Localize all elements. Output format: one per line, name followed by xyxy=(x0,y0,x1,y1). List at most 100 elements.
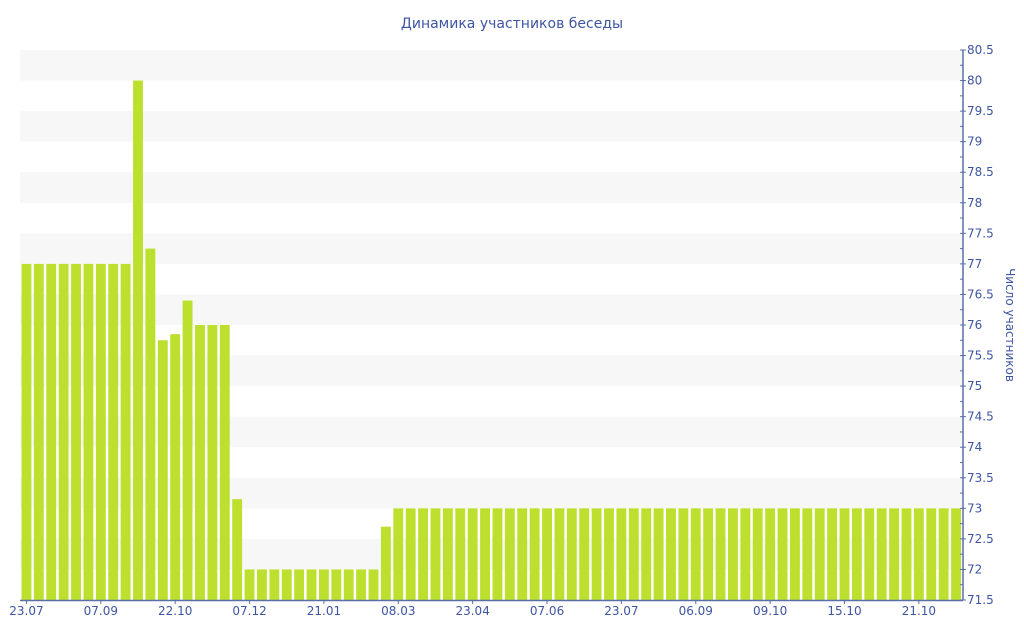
bar xyxy=(752,508,763,600)
y-tick-label: 73.5 xyxy=(967,471,994,485)
bar xyxy=(678,508,689,600)
y-tick-label: 77 xyxy=(967,257,982,271)
bar xyxy=(157,340,168,600)
bar xyxy=(666,508,676,600)
bar xyxy=(380,526,391,600)
x-tick-label: 23.07 xyxy=(604,604,638,618)
bar xyxy=(901,508,912,600)
bar xyxy=(46,263,57,600)
bars xyxy=(21,80,961,601)
bar xyxy=(393,508,404,600)
y-tick-label: 78.5 xyxy=(967,165,994,179)
bar xyxy=(777,508,788,600)
bar xyxy=(331,569,342,600)
bar xyxy=(467,508,478,600)
bar xyxy=(480,508,490,600)
bar xyxy=(133,80,143,601)
y-tick-label: 72.5 xyxy=(967,532,994,546)
bar xyxy=(306,569,317,600)
x-tick-label: 07.12 xyxy=(232,604,266,618)
bar xyxy=(529,508,540,600)
bar xyxy=(219,325,230,600)
y-tick-label: 72 xyxy=(967,562,982,576)
grid-band xyxy=(20,172,962,203)
bar xyxy=(33,263,44,600)
x-tick-label: 07.09 xyxy=(84,604,118,618)
bar xyxy=(21,263,32,600)
x-tick-label: 21.10 xyxy=(902,604,936,618)
x-tick-label: 08.03 xyxy=(381,604,415,618)
y-tick-label: 77.5 xyxy=(967,226,994,240)
bar xyxy=(814,508,825,600)
bar xyxy=(591,508,602,600)
bar xyxy=(715,508,726,600)
bar xyxy=(368,569,379,600)
bar xyxy=(108,263,119,600)
bar xyxy=(864,508,875,600)
y-tick-label: 80.5 xyxy=(967,43,994,57)
y-tick-label: 74 xyxy=(967,440,982,454)
grid-band xyxy=(20,111,962,142)
bar xyxy=(789,508,800,600)
bar xyxy=(517,508,528,600)
y-tick-label: 76.5 xyxy=(967,287,994,301)
bar xyxy=(728,508,738,600)
y-tick-label: 80 xyxy=(967,74,982,88)
bar xyxy=(703,508,714,600)
bar xyxy=(405,508,416,600)
bar xyxy=(839,508,850,600)
bar xyxy=(207,325,218,600)
bar xyxy=(926,508,937,600)
bar xyxy=(356,569,367,600)
bar xyxy=(851,508,862,600)
bar xyxy=(244,569,255,600)
x-tick-label: 23.07 xyxy=(9,604,43,618)
bar xyxy=(430,508,441,600)
y-tick-label: 71.5 xyxy=(967,593,994,607)
y-tick-label: 73 xyxy=(967,501,982,515)
x-tick-label: 21.01 xyxy=(307,604,341,618)
y-tick-label: 79.5 xyxy=(967,104,994,118)
bar xyxy=(170,334,181,600)
x-tick-label: 23.04 xyxy=(455,604,489,618)
bar xyxy=(628,508,639,600)
bar xyxy=(740,508,751,600)
bar xyxy=(554,508,565,600)
bar xyxy=(71,263,81,600)
bar xyxy=(442,508,453,600)
bar xyxy=(83,263,94,600)
bar xyxy=(195,325,205,600)
bar xyxy=(579,508,590,600)
y-tick-label: 79 xyxy=(967,135,982,149)
bar xyxy=(294,569,305,600)
bar xyxy=(616,508,627,600)
x-tick-label: 09.10 xyxy=(753,604,787,618)
bar xyxy=(827,508,838,600)
bar xyxy=(318,569,329,600)
bar xyxy=(913,508,924,600)
x-tick-label: 06.09 xyxy=(679,604,713,618)
chart-title: Динамика участников беседы xyxy=(401,16,623,32)
y-tick-label: 74.5 xyxy=(967,410,994,424)
bar xyxy=(232,499,243,600)
grid-band xyxy=(20,233,962,264)
bar xyxy=(120,263,131,600)
bar xyxy=(182,300,193,600)
bar xyxy=(951,508,961,600)
x-tick-label: 15.10 xyxy=(827,604,861,618)
bar xyxy=(690,508,701,600)
bar xyxy=(95,263,106,600)
bar xyxy=(343,569,354,600)
bar xyxy=(257,569,267,600)
bar xyxy=(418,508,429,600)
bar xyxy=(269,569,280,600)
x-tick-label: 22.10 xyxy=(158,604,192,618)
y-tick-label: 75.5 xyxy=(967,349,994,363)
bar xyxy=(455,508,466,600)
bar xyxy=(281,569,292,600)
bar xyxy=(504,508,515,600)
grid-band xyxy=(20,294,962,325)
bar xyxy=(145,248,156,600)
bar xyxy=(641,508,652,600)
